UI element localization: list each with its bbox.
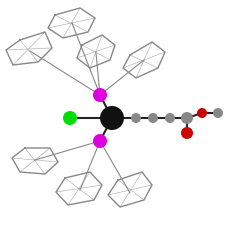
Circle shape [165, 113, 175, 123]
Circle shape [181, 127, 193, 139]
Circle shape [63, 111, 77, 125]
Circle shape [100, 106, 124, 130]
Circle shape [197, 108, 207, 118]
Circle shape [93, 88, 107, 102]
Circle shape [181, 112, 193, 124]
Circle shape [131, 113, 141, 123]
Circle shape [148, 113, 158, 123]
Circle shape [213, 108, 223, 118]
Circle shape [93, 134, 107, 148]
